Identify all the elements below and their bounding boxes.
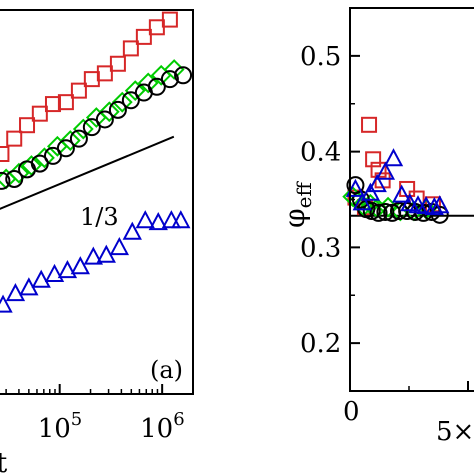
data-point-circle	[82, 118, 101, 137]
data-point-triangle	[5, 283, 26, 302]
data-point-triangle	[424, 196, 444, 216]
panel-a: 1/3 105 106 t (a)	[0, 9, 194, 474]
data-point-square	[361, 116, 378, 133]
data-point-triangle	[44, 263, 65, 282]
panel-a-markers	[0, 11, 193, 313]
data-point-square	[83, 71, 100, 88]
panel-b-markers	[342, 116, 450, 224]
data-point-diamond	[111, 91, 133, 113]
data-point-circle	[121, 91, 140, 110]
y-tick-label: 0.3	[300, 233, 341, 263]
data-point-square	[0, 146, 10, 162]
data-point-triangle	[31, 269, 51, 288]
data-point-triangle	[122, 221, 142, 240]
x-tick-label: 105	[38, 409, 83, 444]
panel-a-x-ticks: 105 106	[5, 384, 185, 444]
data-point-circle	[95, 110, 114, 129]
x-tick-label: 0	[343, 397, 360, 427]
data-point-square	[148, 19, 165, 36]
data-point-triangle	[148, 211, 168, 231]
data-point-square	[44, 96, 61, 113]
data-point-square	[6, 130, 23, 147]
data-point-circle	[369, 203, 388, 222]
data-point-square	[31, 105, 48, 122]
data-point-triangle	[345, 178, 366, 197]
data-point-circle	[56, 139, 75, 158]
data-point-square	[161, 11, 178, 28]
panel-b-ylabel-sub: eff	[292, 181, 316, 209]
data-point-square	[365, 151, 382, 168]
data-point-triangle	[352, 192, 372, 211]
data-point-square	[19, 117, 36, 134]
data-point-square	[96, 65, 113, 82]
x-tick-exp: 6	[173, 409, 184, 430]
data-point-square	[70, 82, 87, 99]
x-tick-exp: 5	[71, 409, 82, 430]
data-point-circle	[362, 201, 381, 220]
data-point-circle	[43, 146, 62, 165]
slope-label: 1/3	[80, 203, 119, 231]
data-point-triangle	[161, 210, 182, 229]
panel-b-ylabel-base: φ	[278, 208, 311, 228]
x-tick-base: 10	[38, 414, 71, 444]
data-point-square	[57, 94, 74, 111]
data-point-circle	[376, 202, 395, 221]
data-point-triangle	[400, 193, 420, 212]
data-point-square	[109, 55, 126, 72]
data-point-diamond	[98, 101, 120, 123]
data-point-triangle	[367, 174, 387, 193]
data-point-diamond	[163, 59, 185, 80]
data-point-circle	[174, 66, 193, 85]
x-tick-base: 10	[140, 414, 173, 444]
data-point-triangle	[0, 294, 13, 313]
data-point-triangle	[392, 184, 412, 203]
data-point-circle	[0, 171, 11, 190]
reference-slope-line	[0, 135, 175, 210]
data-point-triangle	[171, 210, 191, 229]
data-point-circle	[160, 70, 179, 89]
data-point-diamond	[59, 130, 81, 151]
panel-a-xlabel: t	[0, 446, 8, 474]
data-point-triangle	[57, 259, 78, 279]
panel-b-ylabel: φeff	[278, 181, 316, 228]
data-point-circle	[69, 129, 88, 148]
panel-b: 0.2 0.3 0.4 0.5 0 5×1 φeff	[278, 7, 474, 447]
y-tick-label: 0.5	[300, 42, 341, 72]
data-point-diamond	[124, 80, 146, 102]
y-tick-label: 0.4	[300, 138, 341, 168]
data-point-triangle	[375, 161, 396, 180]
data-point-triangle	[109, 236, 129, 256]
data-point-triangle	[360, 182, 381, 201]
data-point-circle	[5, 169, 24, 188]
data-point-triangle	[135, 210, 155, 229]
x-tick-label: 5×1	[436, 417, 474, 447]
data-point-circle	[108, 100, 127, 119]
data-point-diamond	[72, 118, 94, 140]
data-point-triangle	[83, 246, 104, 265]
y-tick-label: 0.2	[300, 329, 341, 359]
x-tick-label: 106	[140, 409, 185, 444]
data-point-circle	[30, 154, 49, 173]
panel-a-label: (a)	[150, 356, 183, 384]
data-point-circle	[147, 77, 166, 96]
data-point-square	[122, 40, 139, 57]
data-point-triangle	[383, 148, 404, 167]
data-point-triangle	[70, 256, 90, 275]
panel-b-ticks: 0.2 0.3 0.4 0.5 0 5×1	[300, 42, 474, 447]
data-point-square	[135, 28, 152, 45]
panel-a-frame	[0, 9, 194, 395]
data-point-triangle	[430, 195, 450, 214]
